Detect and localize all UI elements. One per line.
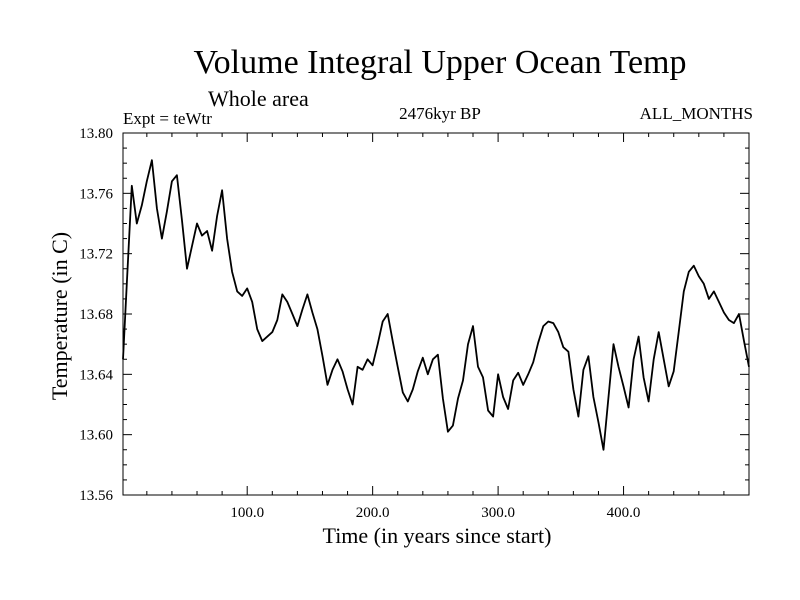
y-tick-label: 13.64: [79, 367, 113, 383]
x-axis-title: Time (in years since start): [322, 523, 552, 548]
y-tick-label: 13.68: [79, 307, 113, 323]
y-tick-label: 13.72: [79, 247, 113, 263]
tick-labels: 13.56 13.60 13.64 13.68 13.72 13.76 13.80 100.0…: [79, 126, 640, 521]
period-label: 2476kyr BP: [399, 104, 481, 123]
months-label: ALL_MONTHS: [639, 104, 753, 123]
y-tick-label: 13.56: [79, 488, 113, 504]
x-tick-label: 100.0: [230, 505, 264, 521]
x-tick-label: 300.0: [481, 505, 515, 521]
y-tick-label: 13.76: [79, 186, 113, 202]
series-line-temperature: [122, 159, 750, 451]
axis-ticks: [123, 132, 749, 496]
chart-title: Volume Integral Upper Ocean Temp: [193, 44, 687, 81]
y-tick-label: 13.80: [79, 126, 113, 142]
experiment-label: Expt = teWtr: [123, 109, 212, 128]
x-tick-label: 200.0: [356, 505, 390, 521]
y-tick-label: 13.60: [79, 428, 113, 444]
chart-subtitle: Whole area: [208, 86, 309, 111]
plot-frame: [122, 132, 750, 496]
x-tick-label: 400.0: [607, 505, 641, 521]
